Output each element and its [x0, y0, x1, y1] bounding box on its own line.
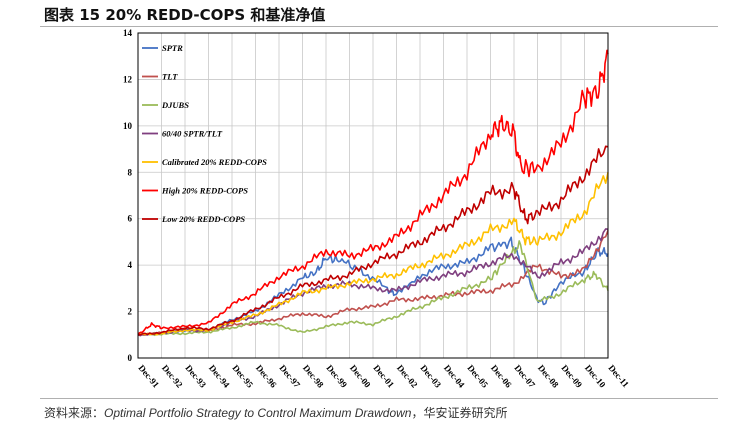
- legend-label: TLT: [162, 72, 178, 82]
- x-tick-label: Dec-96: [254, 363, 279, 390]
- y-tick-label: 0: [128, 353, 133, 363]
- x-tick-label: Dec-94: [207, 363, 232, 390]
- x-tick-label: Dec-08: [536, 363, 561, 390]
- x-tick-label: Dec-09: [559, 363, 584, 390]
- y-axis-ticks: 0 2 4 6 8 10 12 14: [123, 28, 133, 363]
- y-tick-label: 6: [128, 214, 133, 224]
- y-tick-label: 2: [128, 307, 133, 317]
- x-axis-ticks: Dec-91Dec-92Dec-93Dec-94Dec-95Dec-96Dec-…: [136, 363, 631, 390]
- figure-title: 图表 15 20% REDD-COPS 和基准净值: [44, 6, 326, 24]
- series-line-3: [137, 228, 609, 337]
- y-tick-label: 14: [123, 28, 133, 38]
- x-tick-label: Dec-07: [512, 363, 537, 390]
- series-line-4: [137, 172, 609, 336]
- legend-label: Low 20% REDD-COPS: [161, 214, 245, 224]
- y-tick-label: 4: [128, 260, 133, 270]
- x-tick-label: Dec-00: [348, 363, 373, 390]
- legend-label: DJUBS: [161, 100, 189, 110]
- source-label: 资料来源：: [44, 406, 105, 420]
- source-divider: [40, 398, 718, 399]
- series-line-5: [137, 49, 609, 336]
- legend-label: Calibrated 20% REDD-COPS: [162, 157, 267, 167]
- legend: SPTR TLT DJUBS 60/40 SPTR/TLT Calibrated 20%…: [142, 43, 267, 224]
- source-reference: Optimal Portfolio Strategy to Control Ma…: [104, 406, 412, 420]
- series-lines: [137, 49, 609, 337]
- grid: [137, 33, 609, 358]
- series-line-2: [137, 240, 609, 337]
- legend-label: 60/40 SPTR/TLT: [162, 129, 223, 139]
- legend-label: High 20% REDD-COPS: [161, 186, 248, 196]
- x-tick-label: Dec-01: [371, 363, 396, 390]
- x-tick-label: Dec-05: [465, 363, 490, 390]
- x-tick-label: Dec-98: [301, 363, 326, 390]
- x-tick-label: Dec-10: [583, 363, 608, 390]
- source-publisher: ，华安证券研究所: [411, 406, 508, 420]
- x-tick-label: Dec-92: [160, 363, 185, 390]
- x-tick-label: Dec-97: [277, 363, 302, 390]
- x-tick-label: Dec-95: [230, 363, 255, 390]
- x-tick-label: Dec-04: [442, 363, 467, 390]
- title-divider: [40, 26, 718, 27]
- x-tick-label: Dec-99: [324, 363, 349, 390]
- y-tick-label: 12: [123, 74, 133, 84]
- x-tick-label: Dec-93: [183, 363, 208, 390]
- x-tick-label: Dec-02: [395, 363, 420, 390]
- x-tick-label: Dec-11: [606, 363, 631, 390]
- source-note: 资料来源：Optimal Portfolio Strategy to Contr…: [44, 404, 507, 421]
- plot-frame: [137, 32, 609, 359]
- x-tick-label: Dec-03: [418, 363, 443, 390]
- legend-label: SPTR: [162, 43, 183, 53]
- x-tick-label: Dec-91: [136, 363, 161, 390]
- x-tick-label: Dec-06: [489, 363, 514, 390]
- series-line-6: [138, 145, 609, 336]
- y-tick-label: 10: [123, 121, 133, 131]
- y-tick-label: 8: [128, 167, 133, 177]
